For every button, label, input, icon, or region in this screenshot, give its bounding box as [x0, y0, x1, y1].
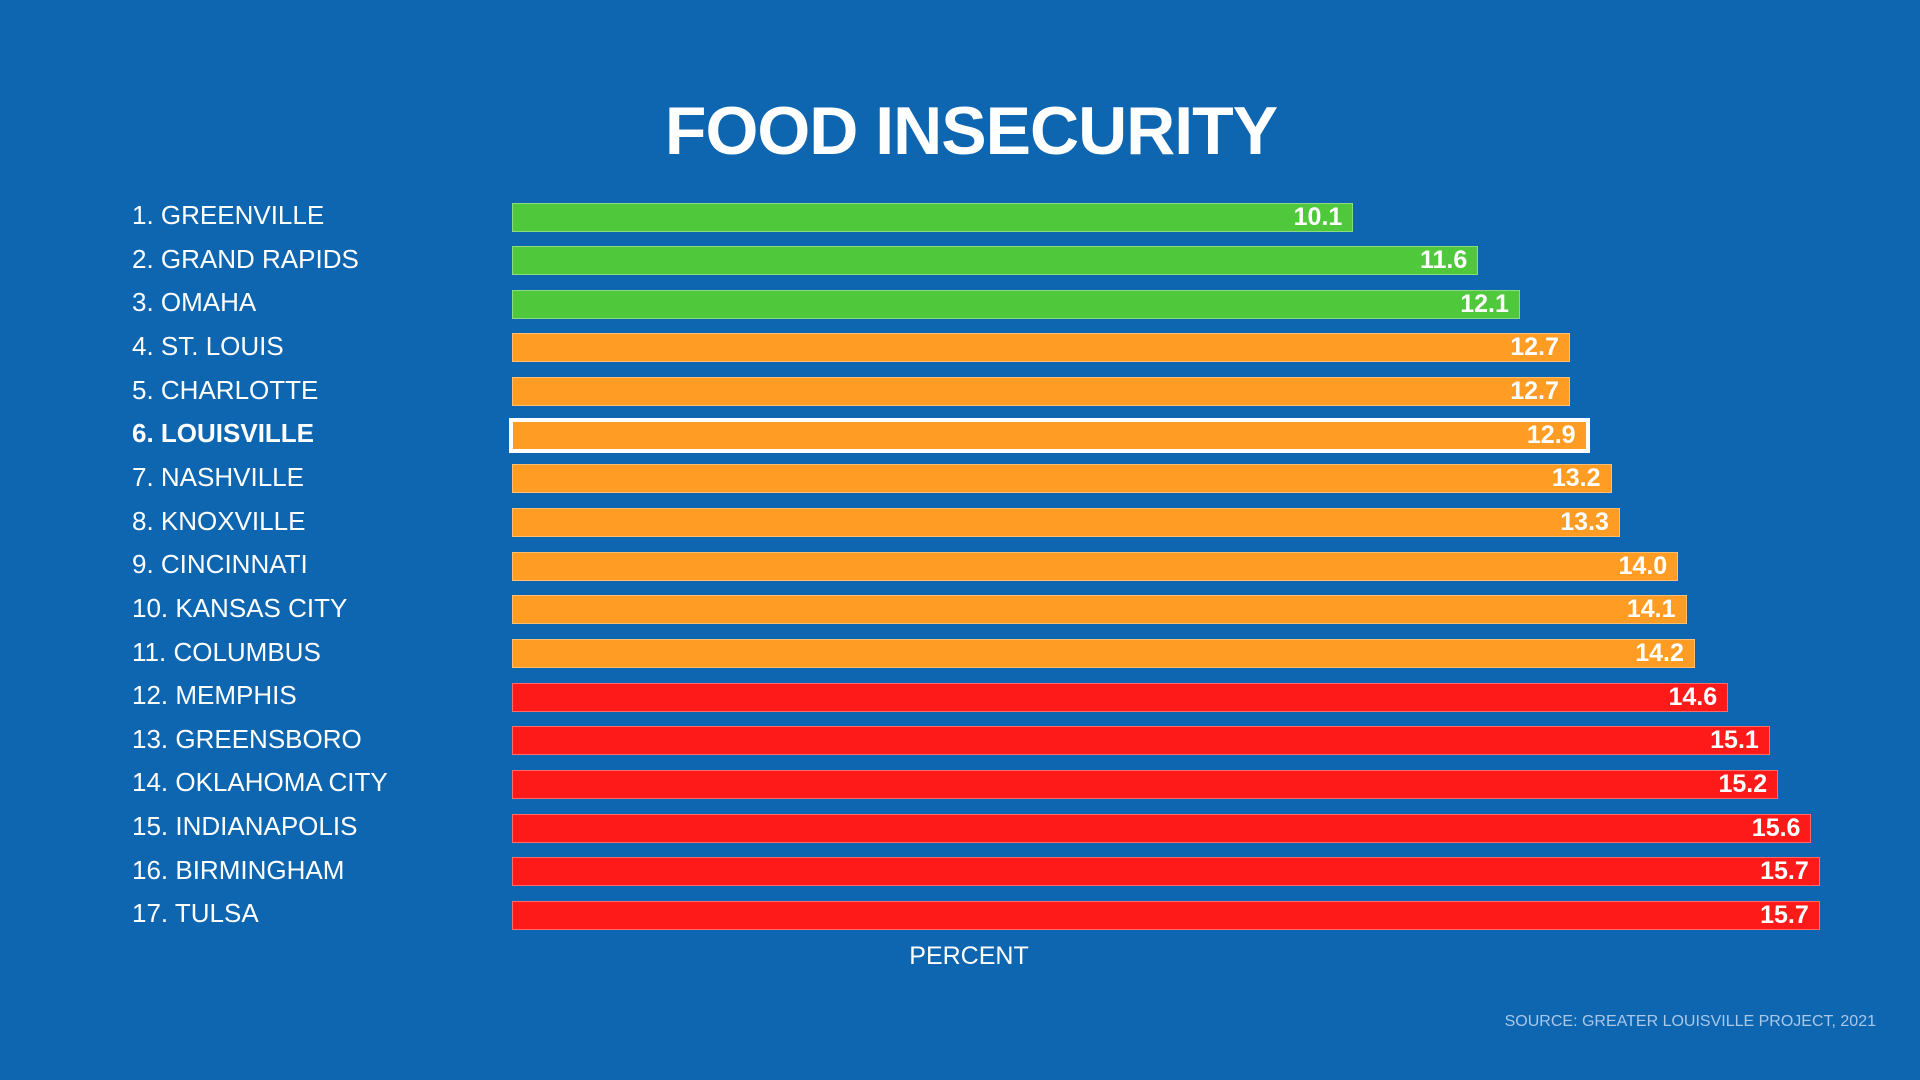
- category-label: 5. CHARLOTTE: [132, 374, 319, 405]
- value-label: 12.7: [1510, 333, 1559, 362]
- value-label: 14.0: [1618, 551, 1668, 580]
- value-label: 11.6: [1419, 246, 1468, 275]
- bar: 15.7: [512, 900, 1820, 930]
- bar: 14.2: [512, 639, 1695, 669]
- category-label: 3. OMAHA: [132, 287, 257, 318]
- value-label: 14.1: [1626, 595, 1676, 624]
- category-label: 9. CINCINNATI: [132, 549, 308, 580]
- value-label: 12.1: [1460, 289, 1509, 318]
- value-label: 12.7: [1510, 377, 1559, 406]
- category-label: 16. BIRMINGHAM: [132, 854, 345, 885]
- value-label: 13.3: [1560, 508, 1609, 537]
- category-label: 2. GRAND RAPIDS: [132, 243, 359, 274]
- value-label: 10.1: [1293, 202, 1343, 231]
- category-label: 15. INDIANAPOLIS: [132, 811, 358, 842]
- category-label: 13. GREENSBORO: [132, 723, 362, 754]
- bar: 13.2: [512, 464, 1612, 494]
- bar: 14.0: [512, 551, 1679, 581]
- value-label: 14.2: [1635, 639, 1684, 668]
- bar: 14.6: [512, 682, 1729, 712]
- value-label: 15.6: [1751, 813, 1801, 842]
- category-label: 10. KANSAS CITY: [132, 592, 348, 623]
- bar: 14.1: [512, 595, 1687, 625]
- category-label: 17. TULSA: [132, 898, 259, 929]
- value-label: 15.7: [1760, 900, 1809, 929]
- bar: 15.7: [512, 857, 1820, 887]
- value-label: 15.2: [1718, 769, 1768, 798]
- value-label: 12.9: [1526, 420, 1576, 449]
- chart-title: FOOD INSECURITY: [664, 93, 1278, 169]
- bar: 11.6: [512, 246, 1479, 276]
- bar: 13.3: [512, 508, 1620, 538]
- value-label: 13.2: [1551, 464, 1601, 493]
- value-label: 14.6: [1668, 682, 1718, 711]
- value-label: 15.7: [1760, 857, 1809, 886]
- category-label: 7. NASHVILLE: [132, 461, 304, 492]
- category-label: 12. MEMPHIS: [132, 680, 297, 711]
- bar: 12.7: [512, 333, 1570, 363]
- bar: 10.1: [512, 202, 1354, 232]
- value-label: 15.1: [1710, 726, 1759, 755]
- category-label: 11. COLUMBUS: [132, 636, 321, 667]
- bar: 15.6: [512, 813, 1812, 843]
- category-label: 4. ST. LOUIS: [132, 330, 284, 361]
- bar: 12.7: [512, 377, 1570, 407]
- category-label: 1. GREENVILLE: [132, 200, 325, 230]
- bar: 12.1: [512, 289, 1520, 319]
- bar: 15.1: [512, 726, 1770, 756]
- category-label: 14. OKLAHOMA CITY: [132, 767, 388, 798]
- category-label: 8. KNOXVILLE: [132, 505, 306, 536]
- bar-highlighted: 12.9: [509, 417, 1590, 453]
- x-axis-label: PERCENT: [909, 942, 1029, 970]
- source-note: SOURCE: GREATER LOUISVILLE PROJECT, 2021: [1504, 1013, 1876, 1030]
- category-label: 6. LOUISVILLE: [132, 418, 315, 449]
- bar: 15.2: [512, 769, 1779, 799]
